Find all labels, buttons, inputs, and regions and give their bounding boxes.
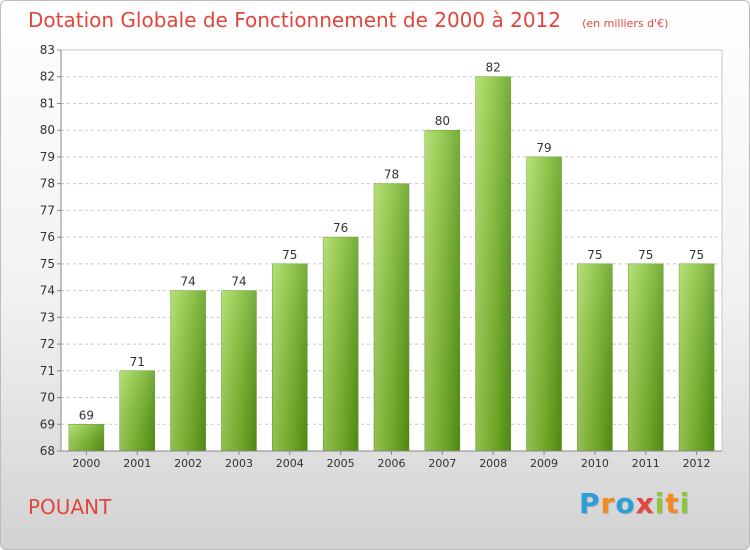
y-tick-label: 77 <box>40 203 55 217</box>
location-name: POUANT <box>28 495 112 519</box>
bar-shade <box>628 263 664 451</box>
y-tick-label: 80 <box>40 123 55 137</box>
x-tick-label: 2009 <box>530 457 558 470</box>
bar-value-label: 79 <box>536 141 551 155</box>
bar-shade <box>475 76 511 451</box>
logo-letter: o <box>615 487 636 520</box>
logo-letter: P <box>579 487 601 520</box>
y-tick-label: 76 <box>40 230 55 244</box>
logo-letter: x <box>635 487 655 520</box>
x-tick-label: 2001 <box>123 457 151 470</box>
chart-title-block: Dotation Globale de Fonctionnement de 20… <box>28 8 668 32</box>
bar-value-label: 74 <box>180 275 195 289</box>
logo-letter: t <box>665 487 680 520</box>
bar-shade <box>323 237 359 451</box>
logo-letter: r <box>600 487 616 520</box>
x-tick-label: 2005 <box>327 457 355 470</box>
bar-value-label: 78 <box>384 168 399 182</box>
bar-value-label: 75 <box>282 248 297 262</box>
chart-unit-note: (en milliers d'€) <box>582 17 669 30</box>
x-tick-label: 2010 <box>581 457 609 470</box>
y-tick-label: 81 <box>40 96 55 110</box>
y-tick-label: 72 <box>40 337 55 351</box>
bar-value-label: 76 <box>333 221 348 235</box>
bar-value-label: 71 <box>130 355 145 369</box>
x-tick-label: 2011 <box>632 457 660 470</box>
x-tick-label: 2007 <box>428 457 456 470</box>
bar-shade <box>374 183 409 451</box>
chart-title: Dotation Globale de Fonctionnement de 20… <box>28 8 561 32</box>
bar-value-label: 75 <box>689 248 704 262</box>
x-tick-label: 2004 <box>276 457 304 470</box>
bar-shade <box>679 263 715 451</box>
y-tick-label: 71 <box>40 364 55 378</box>
bar-value-label: 75 <box>587 248 602 262</box>
x-tick-label: 2003 <box>225 457 253 470</box>
proxiti-logo: Proxiti <box>579 487 690 520</box>
bar-value-label: 80 <box>435 114 450 128</box>
y-tick-label: 82 <box>40 70 55 84</box>
bar-shade <box>577 263 613 451</box>
y-tick-label: 75 <box>40 257 55 271</box>
x-tick-label: 2008 <box>479 457 507 470</box>
bar-value-label: 74 <box>231 275 246 289</box>
y-tick-label: 79 <box>40 150 55 164</box>
bar-shade <box>68 424 104 451</box>
y-tick-label: 69 <box>40 417 55 431</box>
bar-value-label: 82 <box>486 61 501 75</box>
bar-shade <box>526 156 562 451</box>
y-tick-label: 73 <box>40 310 55 324</box>
x-tick-label: 2000 <box>72 457 100 470</box>
x-tick-label: 2012 <box>683 457 711 470</box>
y-tick-label: 70 <box>40 391 55 405</box>
y-tick-label: 83 <box>40 43 55 57</box>
bar-shade <box>170 290 206 451</box>
bar-value-label: 69 <box>79 408 94 422</box>
y-tick-label: 74 <box>40 284 55 298</box>
bar-shade <box>221 290 257 451</box>
x-tick-label: 2002 <box>174 457 202 470</box>
bar-value-label: 75 <box>638 248 653 262</box>
bar-shade <box>272 263 308 451</box>
logo-letter: i <box>679 487 691 520</box>
logo-letter: i <box>654 487 666 520</box>
bar-shade <box>424 130 460 451</box>
y-tick-label: 78 <box>40 177 55 191</box>
y-tick-label: 68 <box>40 444 55 458</box>
bar-shade <box>119 370 155 451</box>
x-tick-label: 2006 <box>378 457 406 470</box>
